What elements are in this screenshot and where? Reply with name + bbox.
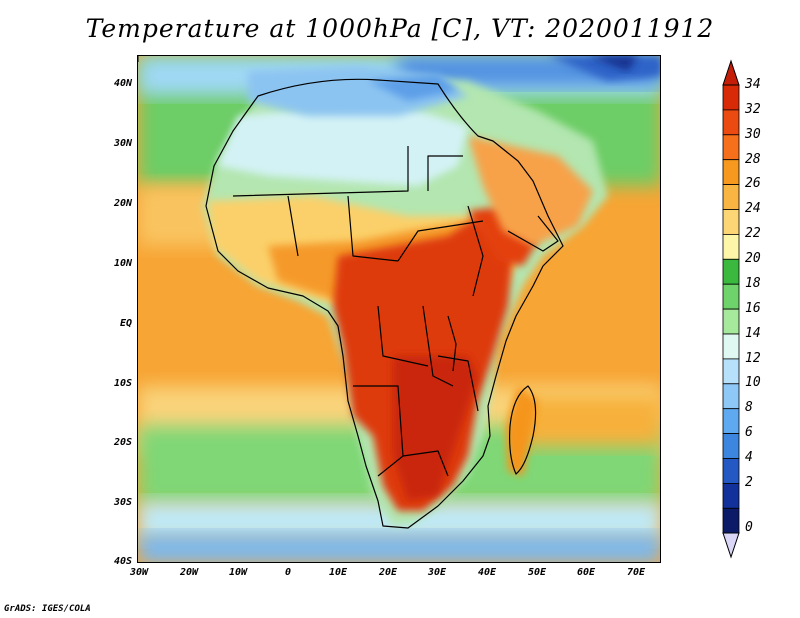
colorbar-label-24: 24 bbox=[745, 201, 761, 216]
temperature-map bbox=[137, 55, 661, 563]
lat-label-40n: 40N bbox=[113, 78, 132, 89]
lat-label-40s: 40S bbox=[113, 556, 132, 567]
land-field bbox=[203, 56, 660, 526]
colorbar bbox=[722, 59, 740, 559]
lon-label-40e: 40E bbox=[477, 567, 497, 578]
colorbar-box bbox=[722, 109, 740, 136]
lon-label-30w: 30W bbox=[129, 567, 149, 578]
lat-label-eq: EQ bbox=[119, 318, 132, 329]
colorbar-box bbox=[722, 358, 740, 385]
colorbar-box bbox=[722, 159, 740, 185]
colorbar-label-16: 16 bbox=[745, 301, 761, 316]
colorbar-box bbox=[722, 184, 740, 210]
colorbar-label-6: 6 bbox=[745, 425, 753, 440]
colorbar-label-26: 26 bbox=[745, 176, 761, 191]
colorbar-label-4: 4 bbox=[745, 450, 753, 465]
colorbar-label-2: 2 bbox=[745, 475, 753, 490]
colorbar-label-22: 22 bbox=[745, 226, 761, 241]
colorbar-label-20: 20 bbox=[745, 251, 761, 266]
lat-label-10n: 10N bbox=[113, 258, 132, 269]
colorbar-box bbox=[722, 209, 740, 235]
chart-title: Temperature at 1000hPa [C], VT: 20200119… bbox=[85, 14, 715, 43]
colorbar-box bbox=[722, 258, 740, 285]
colorbar-label-30: 30 bbox=[745, 127, 761, 142]
colorbar-box bbox=[722, 333, 740, 360]
colorbar-box bbox=[722, 283, 740, 310]
colorbar-box bbox=[722, 308, 740, 335]
lon-label-50e: 50E bbox=[527, 567, 547, 578]
colorbar-label-14: 14 bbox=[745, 326, 761, 341]
map-canvas bbox=[138, 56, 660, 562]
lat-label-20n: 20N bbox=[113, 198, 132, 209]
lon-label-20w: 20W bbox=[179, 567, 199, 578]
colorbar-box bbox=[722, 408, 740, 435]
colorbar-box bbox=[722, 507, 740, 534]
lon-label-70e: 70E bbox=[626, 567, 646, 578]
software-credit: GrADS: IGES/COLA bbox=[4, 604, 91, 614]
colorbar-box bbox=[722, 134, 740, 161]
colorbar-over-arrow bbox=[722, 59, 740, 86]
lon-label-20e: 20E bbox=[378, 567, 398, 578]
lon-label-30e: 30E bbox=[427, 567, 447, 578]
colorbar-label-28: 28 bbox=[745, 152, 761, 167]
colorbar-boxes bbox=[722, 84, 740, 534]
coastlines-borders bbox=[205, 78, 564, 529]
colorbar-label-8: 8 bbox=[745, 400, 753, 415]
colorbar-label-32: 32 bbox=[745, 102, 761, 117]
colorbar-label-0: 0 bbox=[745, 520, 753, 535]
colorbar-label-34: 34 bbox=[745, 77, 761, 92]
lon-label-10w: 10W bbox=[228, 567, 248, 578]
lat-label-20s: 20S bbox=[113, 437, 132, 448]
lon-label-0: 0 bbox=[284, 567, 292, 578]
colorbar-box bbox=[722, 433, 740, 459]
lat-label-30s: 30S bbox=[113, 497, 132, 508]
lat-label-10s: 10S bbox=[113, 378, 132, 389]
colorbar-box bbox=[722, 233, 740, 260]
colorbar-label-18: 18 bbox=[745, 276, 761, 291]
lon-label-10e: 10E bbox=[328, 567, 348, 578]
colorbar-box bbox=[722, 84, 740, 111]
colorbar-box bbox=[722, 383, 740, 410]
colorbar-label-12: 12 bbox=[745, 351, 761, 366]
lon-label-60e: 60E bbox=[576, 567, 596, 578]
colorbar-under-arrow bbox=[722, 532, 740, 559]
colorbar-box bbox=[722, 482, 740, 509]
colorbar-label-10: 10 bbox=[745, 375, 761, 390]
lat-label-30n: 30N bbox=[113, 138, 132, 149]
colorbar-box bbox=[722, 458, 740, 484]
